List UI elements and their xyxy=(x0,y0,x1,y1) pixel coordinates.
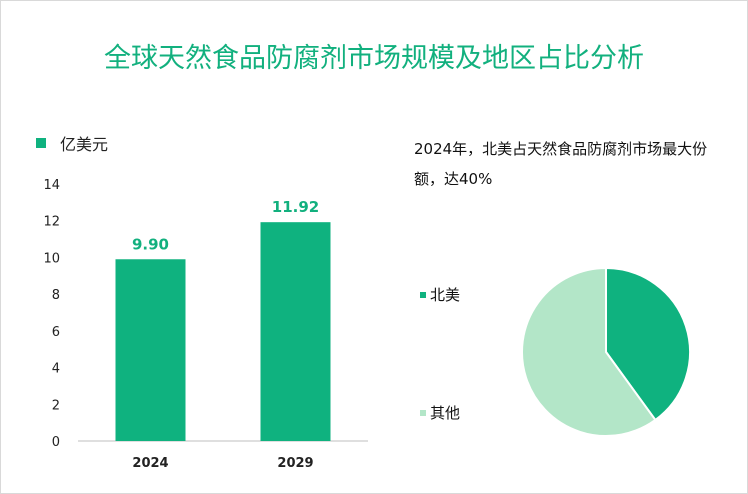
bar-legend-label: 亿美元 xyxy=(60,135,109,154)
pie-legend-item-other: 其他 xyxy=(420,402,460,423)
chart-title: 全球天然食品防腐剂市场规模及地区占比分析 xyxy=(104,43,644,74)
pie-legend-swatch xyxy=(420,409,426,416)
pie-legend-swatch xyxy=(420,291,426,298)
bar-legend-swatch xyxy=(36,138,46,148)
bar-legend: 亿美元 xyxy=(36,131,108,155)
pie-legend-label: 北美 xyxy=(430,286,461,304)
pie-legend-label: 其他 xyxy=(430,404,461,422)
pie-legend-item-north-america: 北美 xyxy=(420,284,460,305)
pie-annotation: 2024年，北美占天然食品防腐剂市场最大份额，达40% xyxy=(414,140,708,188)
